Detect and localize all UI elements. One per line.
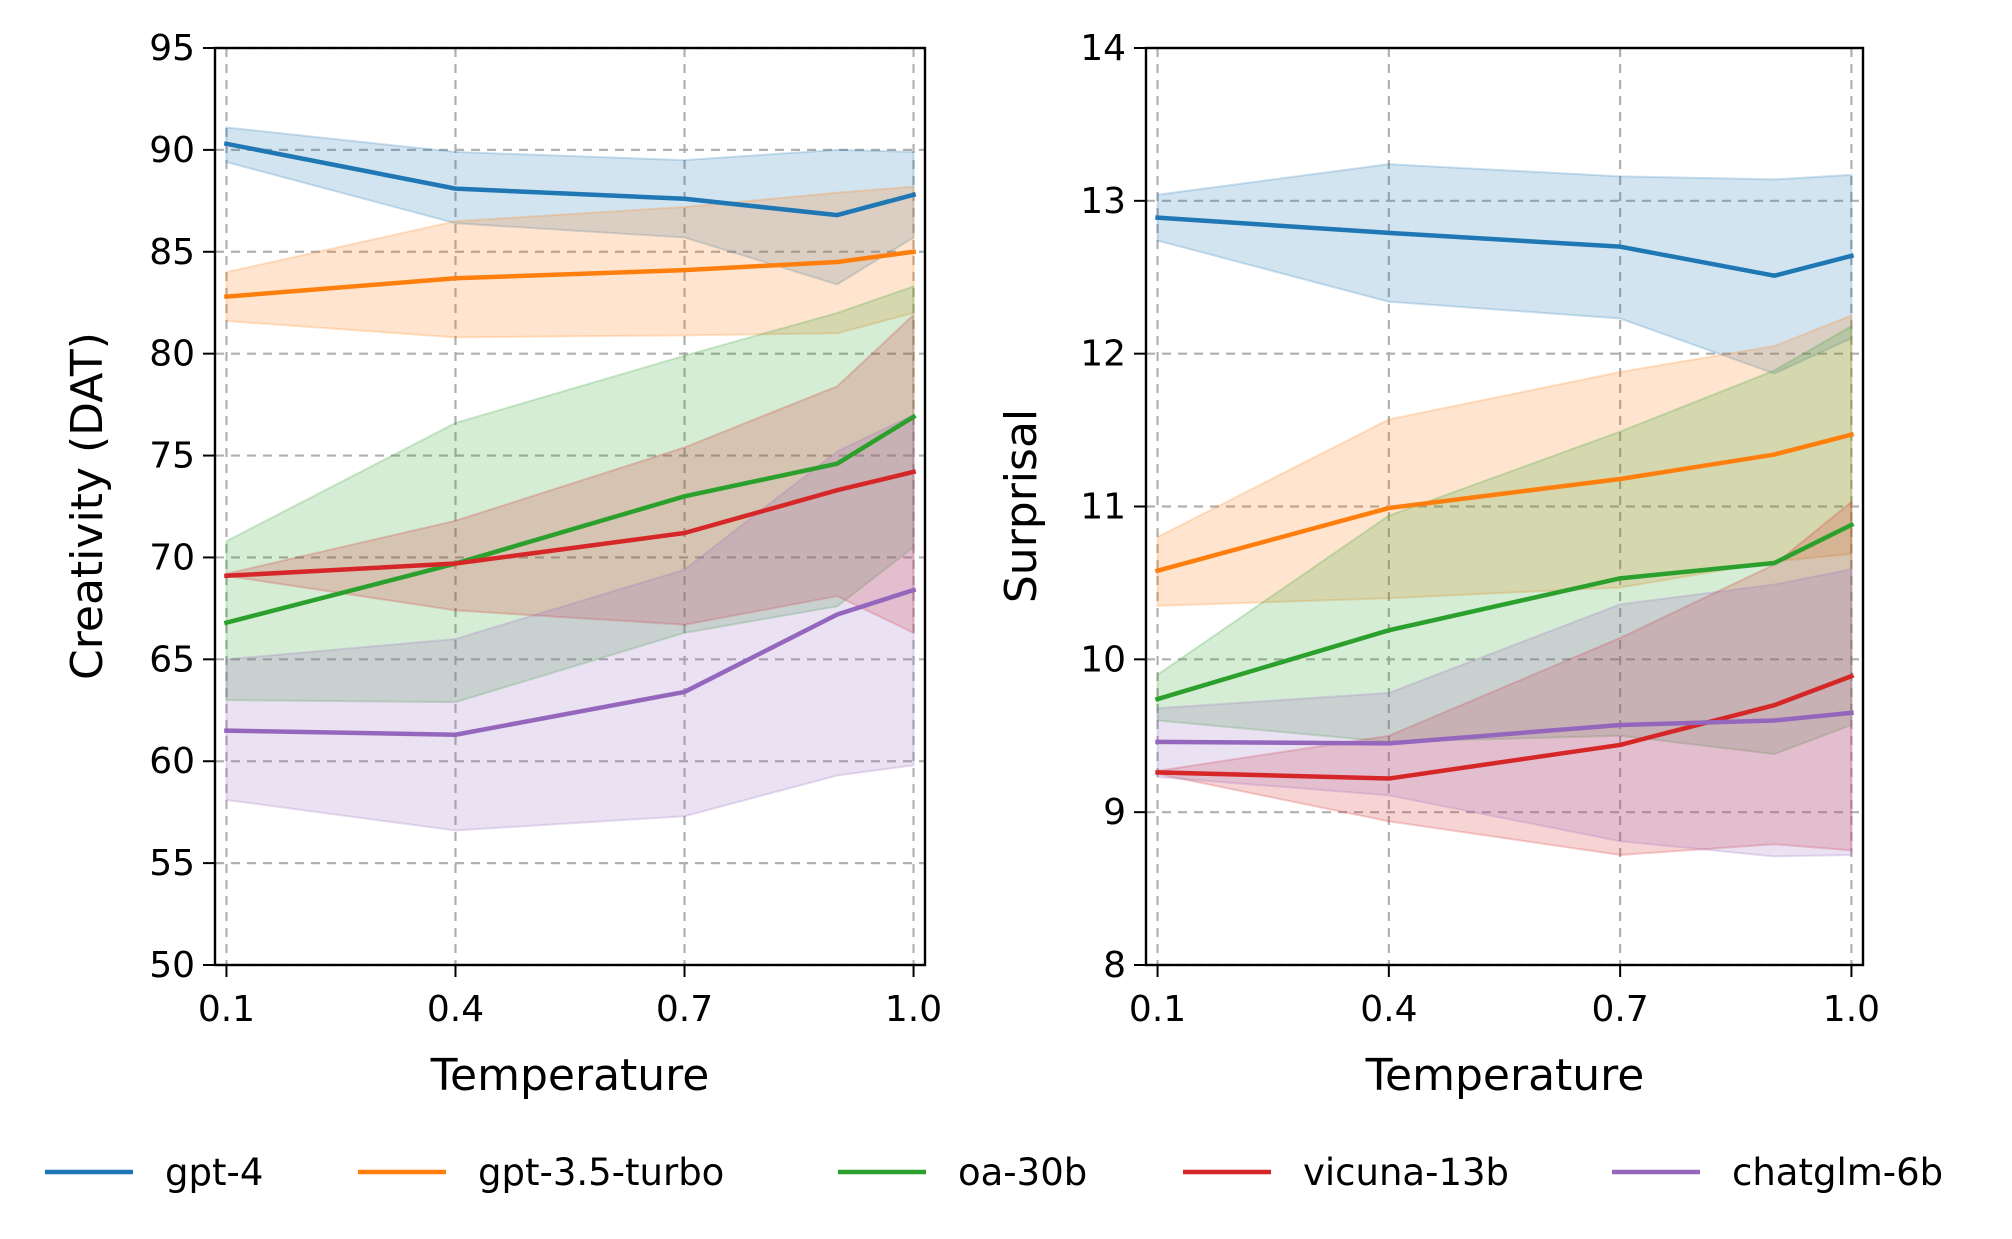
legend-item-chatglm-6b: chatglm-6b — [1612, 1151, 1943, 1194]
line-vicuna-13b — [1155, 673, 1855, 781]
y-axis-label: Surprisal — [996, 409, 1047, 603]
legend-label: vicuna-13b — [1303, 1151, 1509, 1194]
y-tick-label: 8 — [1103, 945, 1126, 986]
line-gpt-3.5-turbo — [224, 249, 917, 300]
chart-panel-creativity: 50 55 60 65 70 75 80 85 90 95 0.1 0.4 0.7 1.0 Temper… — [62, 28, 942, 1101]
series-lines — [223, 141, 917, 737]
y-tick-label: 10 — [1080, 639, 1126, 680]
legend-label: gpt-3.5-turbo — [478, 1151, 724, 1194]
x-tick-label: 1.0 — [1823, 989, 1880, 1030]
confidence-bands — [225, 126, 915, 832]
line-gpt-4 — [223, 141, 917, 218]
y-tick-label: 11 — [1080, 487, 1126, 528]
legend-item-vicuna-13b: vicuna-13b — [1183, 1151, 1509, 1194]
line-vicuna-13b — [224, 469, 917, 579]
plot-frame — [213, 46, 927, 967]
band-gpt-3.5-turbo — [225, 185, 915, 339]
series-lines — [1154, 215, 1855, 781]
line-oa-30b — [223, 413, 917, 626]
band-gpt-4 — [1156, 163, 1853, 375]
y-tick-label: 90 — [149, 130, 195, 171]
confidence-bands — [1156, 163, 1853, 858]
x-tick-label: 0.4 — [1360, 989, 1417, 1030]
band-chatglm-6b — [225, 413, 915, 832]
line-gpt-3.5-turbo — [1154, 431, 1855, 574]
chart-panel-surprisal: 8 9 10 11 12 13 14 0.1 0.4 0.7 1.0 Temperature Su… — [996, 28, 1880, 1101]
y-axis-label: Creativity (DAT) — [62, 332, 113, 680]
y-tick-label: 9 — [1103, 792, 1126, 833]
x-tick-label: 0.4 — [427, 989, 484, 1030]
legend-item-oa-30b: oa-30b — [838, 1151, 1087, 1194]
x-tick-label: 0.1 — [198, 989, 255, 1030]
x-tick-labels: 0.1 0.4 0.7 1.0 — [198, 989, 942, 1030]
y-tick-label: 65 — [149, 639, 195, 680]
y-tick-label: 95 — [149, 28, 195, 69]
y-tick-labels: 50 55 60 65 70 75 80 85 90 95 — [149, 28, 195, 986]
y-tick-label: 50 — [149, 945, 195, 986]
band-vicuna-13b — [225, 312, 915, 635]
x-tick-label: 0.7 — [1592, 989, 1649, 1030]
y-tick-label: 14 — [1080, 28, 1126, 69]
x-tick-label: 1.0 — [885, 989, 942, 1030]
band-gpt-4 — [225, 126, 915, 286]
band-chatglm-6b — [1156, 567, 1853, 858]
x-axis-label: Temperature — [1365, 1050, 1645, 1101]
x-axis-label: Temperature — [430, 1050, 710, 1101]
legend: gpt-4 gpt-3.5-turbo oa-30b vicuna-13b chatgl… — [45, 1151, 1943, 1194]
legend-item-gpt-4: gpt-4 — [45, 1151, 263, 1194]
x-tick-labels: 0.1 0.4 0.7 1.0 — [1129, 989, 1880, 1030]
band-vicuna-13b — [1156, 499, 1853, 856]
line-chatglm-6b — [1155, 710, 1854, 746]
y-tick-label: 70 — [149, 537, 195, 578]
x-tick-label: 0.7 — [656, 989, 713, 1030]
x-tick-label: 0.1 — [1129, 989, 1186, 1030]
y-tick-label: 80 — [149, 334, 195, 375]
band-oa-30b — [225, 285, 915, 704]
line-oa-30b — [1154, 521, 1855, 702]
legend-label: oa-30b — [958, 1151, 1087, 1194]
y-tick-label: 85 — [149, 232, 195, 273]
y-tick-labels: 8 9 10 11 12 13 14 — [1080, 28, 1126, 986]
legend-label: chatglm-6b — [1732, 1151, 1943, 1194]
line-chatglm-6b — [224, 587, 917, 737]
y-tick-label: 12 — [1080, 334, 1126, 375]
tick-marks — [1134, 47, 1853, 977]
y-tick-label: 55 — [149, 843, 195, 884]
tick-marks — [203, 47, 915, 977]
line-gpt-4 — [1155, 215, 1855, 278]
y-tick-label: 75 — [149, 436, 195, 477]
y-tick-label: 60 — [149, 741, 195, 782]
band-gpt-3.5-turbo — [1156, 313, 1853, 607]
legend-item-gpt-3.5-turbo: gpt-3.5-turbo — [358, 1151, 724, 1194]
y-tick-label: 13 — [1080, 181, 1126, 222]
legend-label: gpt-4 — [165, 1151, 263, 1194]
